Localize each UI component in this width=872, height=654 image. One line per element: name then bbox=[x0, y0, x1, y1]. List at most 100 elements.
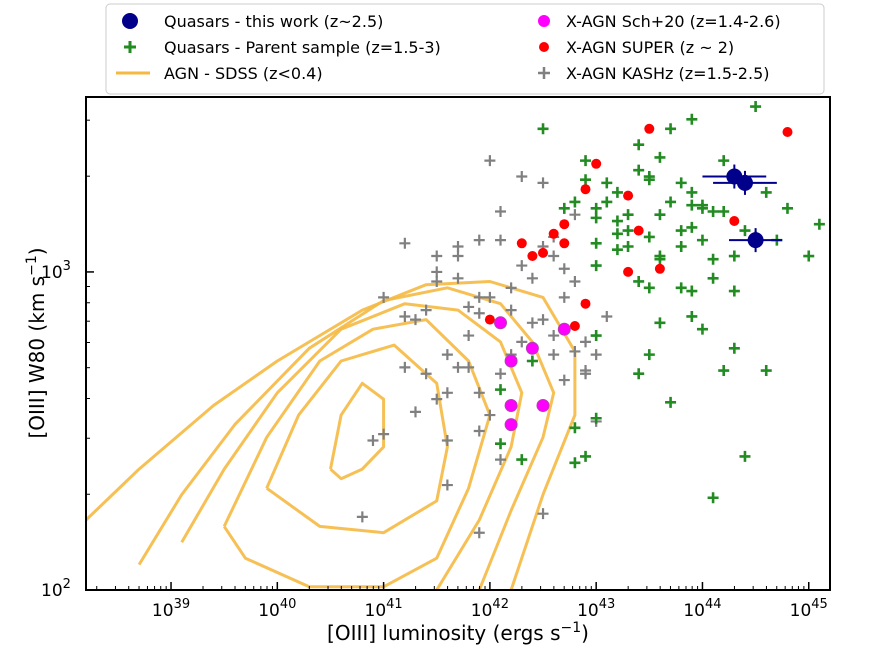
kashz-point-6 bbox=[516, 260, 528, 272]
kashz-point-43 bbox=[399, 361, 411, 373]
y-tick-label-1: 103 bbox=[41, 259, 71, 283]
parent-point-40 bbox=[686, 221, 698, 233]
kashz-point-42 bbox=[441, 387, 453, 399]
parent-point-69 bbox=[707, 206, 719, 218]
sch20-point-3 bbox=[557, 322, 571, 336]
parent-point-54 bbox=[622, 225, 634, 237]
kashz-markers bbox=[356, 155, 613, 539]
kashz-point-59 bbox=[537, 177, 549, 189]
legend-entry-sdss: AGN - SDSS (z<0.4) bbox=[116, 64, 323, 83]
plot-area bbox=[86, 97, 830, 590]
kashz-point-56 bbox=[463, 301, 475, 313]
parent-point-18 bbox=[728, 342, 740, 354]
legend-marker-super bbox=[539, 42, 549, 52]
kashz-point-60 bbox=[495, 234, 507, 246]
parent-point-77 bbox=[580, 155, 592, 167]
kashz-point-62 bbox=[580, 368, 592, 380]
super-point-11 bbox=[623, 266, 634, 277]
legend-entry-quasars-this-work: Quasars - this work (z~2.5) bbox=[122, 12, 383, 31]
kashz-point-67 bbox=[463, 361, 475, 373]
super-point-6 bbox=[559, 238, 570, 249]
parent-point-37 bbox=[781, 202, 793, 214]
kashz-point-47 bbox=[484, 155, 496, 167]
parent-point-36 bbox=[813, 218, 825, 230]
parent-point-22 bbox=[707, 492, 719, 504]
kashz-point-57 bbox=[409, 314, 421, 326]
parent-point-21 bbox=[760, 365, 772, 377]
kashz-point-9 bbox=[558, 263, 570, 275]
parent-point-47 bbox=[675, 240, 687, 252]
sch20-point-5 bbox=[536, 399, 550, 412]
kashz-point-23 bbox=[590, 349, 602, 361]
super-markers bbox=[484, 123, 793, 331]
legend-marker-parent bbox=[124, 41, 136, 53]
parent-point-58 bbox=[537, 123, 549, 135]
x-tick-label-4: 1043 bbox=[577, 597, 615, 621]
super-point-14 bbox=[580, 298, 591, 309]
parent-point-6 bbox=[580, 450, 592, 462]
parent-point-3 bbox=[526, 355, 538, 367]
this-work-point-1 bbox=[736, 174, 753, 191]
legend-label-sdss: AGN - SDSS (z<0.4) bbox=[164, 64, 323, 83]
kashz-point-24 bbox=[601, 310, 613, 322]
legend-label-this-work: Quasars - this work (z~2.5) bbox=[164, 12, 383, 31]
sch20-point-2 bbox=[525, 341, 539, 355]
parent-point-52 bbox=[686, 186, 698, 198]
parent-point-0 bbox=[495, 384, 507, 396]
parent-point-11 bbox=[643, 349, 655, 361]
parent-point-12 bbox=[654, 317, 666, 329]
parent-point-45 bbox=[611, 244, 623, 256]
kashz-point-1 bbox=[431, 275, 443, 287]
parent-point-17 bbox=[718, 365, 730, 377]
sdss-contour-level-3 bbox=[180, 302, 524, 591]
kashz-point-40 bbox=[484, 409, 496, 421]
kashz-point-15 bbox=[420, 304, 432, 316]
parent-point-33 bbox=[750, 101, 762, 113]
parent-point-74 bbox=[611, 186, 623, 198]
parent-point-23 bbox=[707, 253, 719, 265]
kashz-point-34 bbox=[537, 508, 549, 520]
kashz-point-22 bbox=[569, 345, 581, 357]
parent-point-28 bbox=[590, 202, 602, 214]
super-point-9 bbox=[644, 123, 655, 134]
parent-point-63 bbox=[590, 260, 602, 272]
sch20-point-0 bbox=[494, 316, 507, 330]
parent-point-42 bbox=[601, 196, 613, 208]
super-point-0 bbox=[484, 314, 495, 325]
parent-point-51 bbox=[718, 206, 730, 218]
legend-entry-sch20: X-AGN Sch+20 (z=1.4-2.6) bbox=[538, 12, 781, 31]
parent-point-31 bbox=[686, 113, 698, 125]
kashz-point-32 bbox=[441, 479, 453, 491]
kashz-point-53 bbox=[505, 304, 517, 316]
parent-point-26 bbox=[622, 209, 634, 221]
kashz-point-30 bbox=[356, 511, 368, 523]
sdss-contour-level-4 bbox=[137, 286, 556, 591]
sdss-contour-level-1 bbox=[265, 343, 449, 535]
super-point-12 bbox=[654, 263, 665, 274]
super-point-16 bbox=[633, 225, 644, 236]
kashz-point-50 bbox=[452, 250, 464, 262]
parent-point-72 bbox=[696, 234, 708, 246]
kashz-point-33 bbox=[473, 527, 485, 539]
kashz-point-65 bbox=[580, 336, 592, 348]
super-point-3 bbox=[548, 228, 559, 239]
y-axis-ticks: 102 103 bbox=[41, 119, 94, 601]
kashz-point-38 bbox=[537, 314, 549, 326]
kashz-point-46 bbox=[516, 171, 528, 183]
legend-box bbox=[105, 3, 825, 95]
super-point-8 bbox=[623, 190, 634, 201]
parent-point-55 bbox=[643, 282, 655, 294]
kashz-point-4 bbox=[473, 291, 485, 303]
kashz-point-28 bbox=[378, 428, 390, 440]
kashz-point-17 bbox=[473, 387, 485, 399]
parent-point-59 bbox=[558, 202, 570, 214]
x-axis-ticks: 1039 1040 1041 1042 1043 1044 1045 bbox=[96, 582, 828, 621]
kashz-point-54 bbox=[526, 317, 538, 329]
parent-point-65 bbox=[654, 253, 666, 265]
parent-point-68 bbox=[611, 215, 623, 227]
parent-point-32 bbox=[718, 155, 730, 167]
super-point-1 bbox=[516, 238, 527, 249]
parent-point-27 bbox=[611, 228, 623, 240]
this-work-markers bbox=[702, 164, 783, 253]
